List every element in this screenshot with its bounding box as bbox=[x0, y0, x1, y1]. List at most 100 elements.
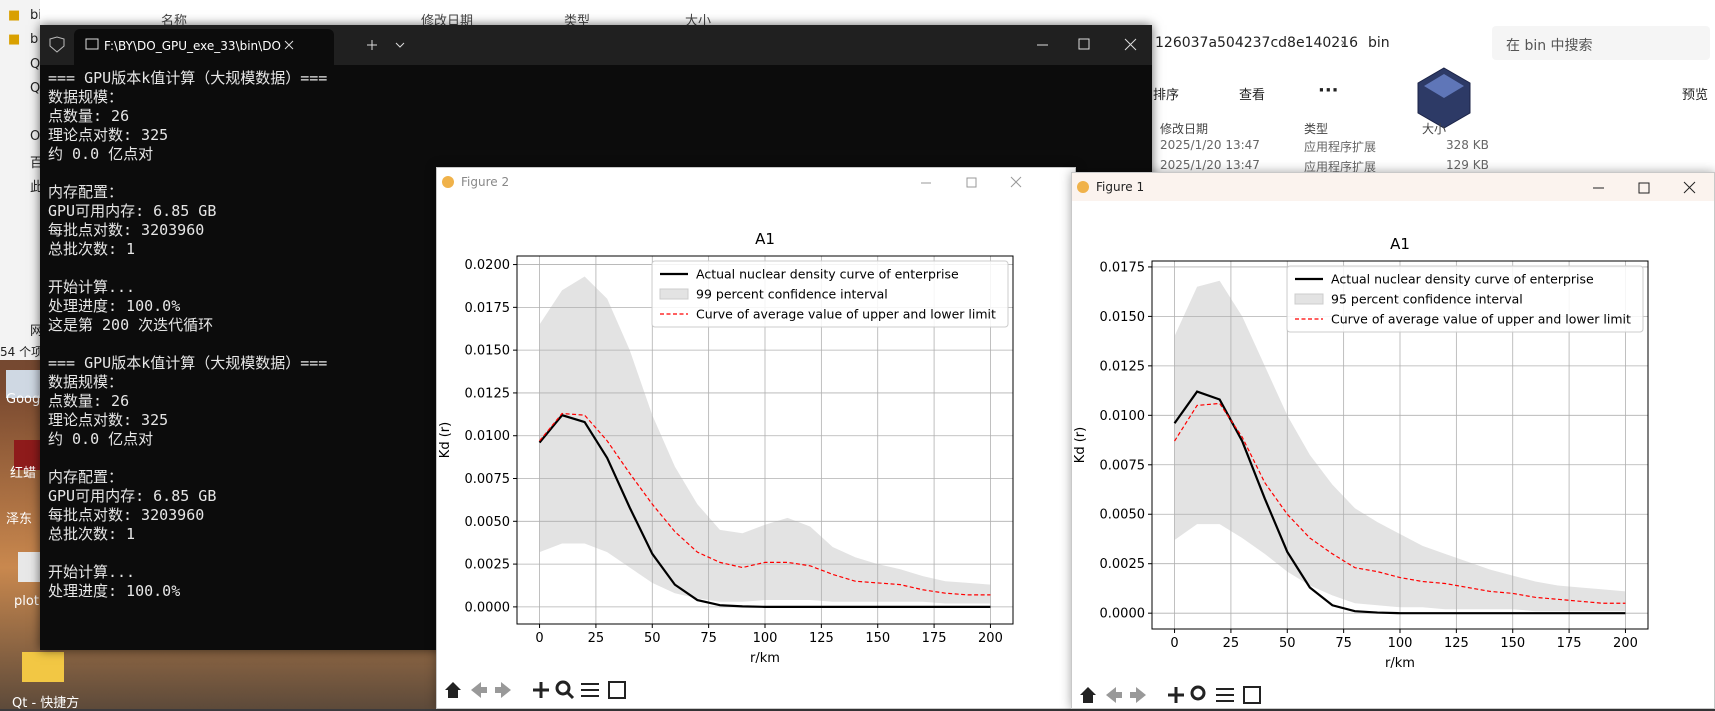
x-tick-label: 75 bbox=[1335, 636, 1352, 651]
y-tick-label: 0.0175 bbox=[465, 301, 511, 316]
y-tick-label: 0.0025 bbox=[465, 558, 511, 573]
back-button[interactable] bbox=[1106, 687, 1122, 703]
desktop-icon[interactable] bbox=[22, 652, 64, 682]
sidebar-item[interactable]: Q bbox=[30, 81, 40, 96]
desktop-icon[interactable] bbox=[6, 370, 40, 398]
terminal-line: 约 0.0 亿点对 bbox=[48, 430, 154, 448]
x-tick-label: 200 bbox=[1613, 636, 1638, 651]
legend-label: Curve of average value of upper and lowe… bbox=[1331, 312, 1631, 327]
new-tab[interactable] bbox=[367, 40, 377, 50]
terminal-output: === GPU版本k值计算（大规模数据）=== 数据规模： 点数量: 26 理论点对数… bbox=[40, 65, 1152, 650]
sidebar-item[interactable]: b bbox=[30, 32, 39, 47]
x-tick-label: 0 bbox=[535, 631, 543, 646]
shield-icon bbox=[49, 36, 65, 53]
sidebar-item[interactable]: 百 bbox=[30, 156, 40, 171]
save-button[interactable] bbox=[608, 681, 626, 699]
y-tick-label: 0.0075 bbox=[465, 472, 511, 487]
x-tick-label: 175 bbox=[922, 631, 947, 646]
folder-icon: ■ bbox=[8, 8, 21, 23]
breadcrumb[interactable]: bin bbox=[1368, 35, 1390, 51]
maximize[interactable] bbox=[1638, 182, 1650, 194]
series-line bbox=[1173, 390, 1626, 615]
desktop-icon[interactable] bbox=[14, 440, 40, 470]
x-axis-label: r/km bbox=[750, 651, 780, 666]
forward-button[interactable] bbox=[495, 682, 511, 698]
legend-label: Curve of average value of upper and lowe… bbox=[696, 307, 996, 322]
toolbar-button[interactable]: 排序 bbox=[1153, 88, 1180, 103]
terminal-line: 这是第 200 次迭代循环 bbox=[48, 316, 214, 334]
x-tick-label: 125 bbox=[1444, 636, 1469, 651]
sidebar-item[interactable]: Q bbox=[30, 57, 40, 72]
desktop-icon[interactable] bbox=[18, 552, 40, 582]
x-tick-label: 100 bbox=[1388, 636, 1413, 651]
search-placeholder[interactable]: 在 bin 中搜索 bbox=[1506, 38, 1593, 54]
terminal-line: 点数量: 26 bbox=[48, 107, 130, 125]
desktop-icon-label[interactable]: Goog bbox=[6, 392, 41, 407]
pan-button[interactable] bbox=[533, 682, 549, 698]
sidebar-item[interactable]: 此 bbox=[30, 180, 40, 195]
sidebar-item[interactable]: O bbox=[30, 129, 40, 144]
figure-window: Figure 1 0 25 50 75 100 125 150 175 200 0.0000 0.0… bbox=[1071, 172, 1715, 709]
back-button[interactable] bbox=[471, 682, 487, 698]
terminal-line: 总批次数: 1 bbox=[48, 240, 136, 258]
figure-title: Figure 2 bbox=[461, 175, 510, 189]
close[interactable] bbox=[1124, 38, 1137, 51]
terminal-line: 数据规模： bbox=[48, 88, 124, 106]
x-tick-label: 25 bbox=[1223, 636, 1240, 651]
tab-title[interactable]: F:\BY\DO_GPU_exe_33\bin\DO bbox=[104, 39, 281, 53]
series-line bbox=[538, 413, 991, 608]
y-tick-label: 0.0000 bbox=[1100, 607, 1146, 622]
more-button[interactable]: ··· bbox=[1318, 80, 1339, 101]
terminal-line: 处理进度: 100.0% bbox=[48, 582, 181, 600]
toolbar bbox=[1080, 685, 1261, 704]
tab-dropdown[interactable] bbox=[395, 42, 405, 48]
home-button[interactable] bbox=[445, 682, 461, 698]
search-box[interactable] bbox=[1492, 26, 1710, 60]
y-tick-label: 0.0025 bbox=[1100, 557, 1146, 572]
terminal-line: GPU可用内存: 6.85 GB bbox=[48, 487, 217, 505]
toolbar-button[interactable]: 预览 bbox=[1682, 88, 1709, 103]
maximize[interactable] bbox=[1078, 38, 1090, 50]
legend-label: 99 percent confidence interval bbox=[696, 287, 888, 302]
zoom-button[interactable] bbox=[1190, 685, 1206, 701]
cell: 应用程序扩展 bbox=[1304, 160, 1377, 174]
breadcrumb[interactable]: 126037a504237cd8e140216 bbox=[1155, 35, 1359, 51]
column-header[interactable]: 修改日期 bbox=[1160, 122, 1209, 136]
tab-close[interactable] bbox=[284, 40, 294, 50]
x-tick-label: 200 bbox=[978, 631, 1003, 646]
sidebar bbox=[0, 0, 40, 360]
y-tick-label: 0.0075 bbox=[1100, 458, 1146, 473]
app-icon bbox=[442, 176, 454, 188]
close[interactable] bbox=[1010, 176, 1022, 188]
configure-button[interactable] bbox=[581, 683, 599, 697]
close[interactable] bbox=[1683, 181, 1696, 194]
app-icon bbox=[1077, 181, 1089, 193]
y-tick-label: 0.0100 bbox=[465, 429, 511, 444]
forward-button[interactable] bbox=[1130, 687, 1146, 703]
terminal-line: 内存配置： bbox=[48, 183, 124, 201]
terminal-line: === GPU版本k值计算（大规模数据）=== bbox=[48, 69, 328, 87]
y-tick-label: 0.0100 bbox=[1100, 409, 1146, 424]
chart-title: A1 bbox=[755, 230, 775, 248]
pan-button[interactable] bbox=[1168, 687, 1184, 703]
column-header[interactable]: 大小 bbox=[1422, 122, 1447, 136]
legend-label: 95 percent confidence interval bbox=[1331, 292, 1523, 307]
sidebar-item[interactable]: bin bbox=[30, 8, 40, 23]
save-button[interactable] bbox=[1243, 686, 1261, 704]
column-header[interactable]: 类型 bbox=[1304, 122, 1329, 136]
sidebar-item[interactable]: 网 bbox=[30, 324, 40, 339]
toolbar-button[interactable]: 查看 bbox=[1239, 88, 1266, 103]
y-tick-label: 0.0125 bbox=[1100, 359, 1146, 374]
terminal-line: 理论点对数: 325 bbox=[48, 411, 169, 429]
desktop-icon-label[interactable]: Qt - 快捷方 bbox=[12, 696, 80, 711]
terminal-titlebar: F:\BY\DO_GPU_exe_33\bin\DO bbox=[40, 25, 1152, 65]
terminal-line: 总批次数: 1 bbox=[48, 525, 136, 543]
desktop-icon-label[interactable]: plot bbox=[14, 594, 39, 609]
desktop-icon-label[interactable]: 红蜡 bbox=[10, 466, 37, 481]
zoom-button[interactable] bbox=[555, 680, 571, 696]
y-axis-label: Kd (r) bbox=[1073, 427, 1088, 463]
desktop-icon-label[interactable]: 泽东 bbox=[6, 512, 33, 527]
home-button[interactable] bbox=[1080, 687, 1096, 703]
configure-button[interactable] bbox=[1216, 688, 1234, 702]
maximize[interactable] bbox=[966, 177, 977, 188]
